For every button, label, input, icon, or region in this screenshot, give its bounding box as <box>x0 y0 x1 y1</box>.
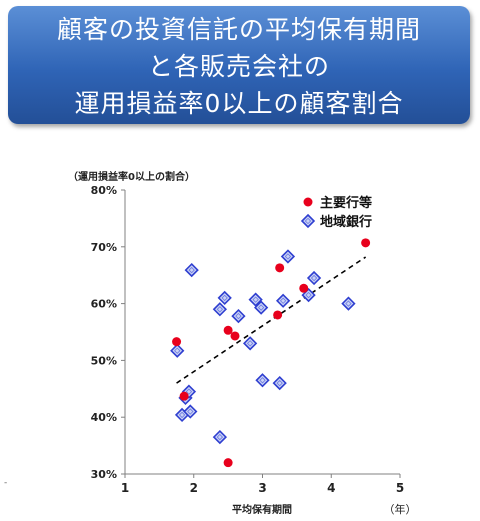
y-tick-label: 60% <box>91 298 117 311</box>
point-regional-bank-inner <box>221 294 228 302</box>
point-regional-bank <box>280 249 296 264</box>
point-major-bank <box>223 458 233 468</box>
point-regional-bank-inner <box>276 379 283 387</box>
y-axis-label: （運用損益率0以上の割合） <box>68 170 195 183</box>
point-regional-bank <box>341 296 356 311</box>
point-regional-bank-inner <box>252 296 259 303</box>
point-regional-bank <box>272 375 287 391</box>
point-major-bank <box>179 391 189 401</box>
point-regional-bank <box>170 343 185 358</box>
point-major-bank <box>275 263 285 273</box>
x-tick-label: 4 <box>327 481 335 495</box>
point-regional-bank <box>212 429 228 445</box>
point-regional-bank-inner <box>284 253 292 260</box>
point-regional-bank <box>255 373 270 388</box>
point-major-bank <box>299 283 309 293</box>
point-regional-bank-inner <box>257 304 265 311</box>
side-mark: ‐ <box>4 478 8 488</box>
x-tick-label: 5 <box>396 481 404 495</box>
point-regional-bank <box>217 290 232 306</box>
point-regional-bank-inner <box>246 340 254 347</box>
point-major-bank <box>223 325 233 335</box>
point-regional-bank-inner <box>178 411 186 419</box>
point-regional-bank <box>248 292 263 307</box>
point-regional-bank-inner <box>259 377 266 384</box>
x-tick-label: 3 <box>258 481 266 495</box>
point-regional-bank-inner <box>235 312 242 320</box>
point-regional-bank <box>184 262 199 278</box>
point-regional-bank <box>275 293 291 308</box>
point-regional-bank-inner <box>310 274 318 282</box>
point-regional-bank-inner <box>216 306 224 313</box>
y-tick-label: 30% <box>91 468 117 481</box>
point-major-bank <box>273 310 283 320</box>
point-regional-bank-inner <box>279 297 287 304</box>
point-regional-bank-inner <box>216 433 224 441</box>
legend-marker-regional-bank-inner <box>304 217 312 225</box>
trend-line <box>176 256 367 384</box>
y-tick-label: 70% <box>91 241 117 254</box>
x-axis-label: 平均保有期間 <box>232 503 292 516</box>
x-axis-unit: （年） <box>384 502 417 516</box>
point-major-bank <box>361 238 371 248</box>
y-tick-label: 40% <box>91 411 117 424</box>
point-regional-bank <box>183 404 198 419</box>
point-regional-bank-inner <box>187 408 194 415</box>
point-regional-bank <box>231 308 246 324</box>
legend-marker-regional-bank <box>300 213 316 229</box>
point-major-bank <box>230 331 240 341</box>
point-major-bank <box>172 337 182 347</box>
point-regional-bank-inner <box>174 347 181 354</box>
point-regional-bank <box>242 336 258 351</box>
title-banner: 顧客の投資信託の平均保有期間 と各販売会社の 運用損益率0以上の顧客割合 <box>8 6 470 124</box>
x-tick-label: 2 <box>190 481 198 495</box>
y-tick-label: 80% <box>91 184 117 197</box>
legend-label: 地域銀行 <box>320 214 372 230</box>
title-line-3: 運用損益率0以上の顧客割合 <box>74 89 404 118</box>
point-regional-bank-inner <box>185 388 193 395</box>
title-line-2: と各販売会社の <box>147 52 330 81</box>
legend-label: 主要行等 <box>320 195 372 211</box>
x-tick-label: 1 <box>121 481 129 495</box>
point-regional-bank <box>253 300 269 315</box>
point-regional-bank <box>212 302 228 317</box>
point-regional-bank-inner <box>188 266 195 274</box>
point-regional-bank-inner <box>305 291 312 299</box>
y-tick-label: 50% <box>91 354 117 367</box>
title-line-1: 顧客の投資信託の平均保有期間 <box>56 15 421 44</box>
point-regional-bank-inner <box>345 300 352 307</box>
legend-marker-major-bank <box>303 197 313 207</box>
point-regional-bank <box>306 270 322 286</box>
